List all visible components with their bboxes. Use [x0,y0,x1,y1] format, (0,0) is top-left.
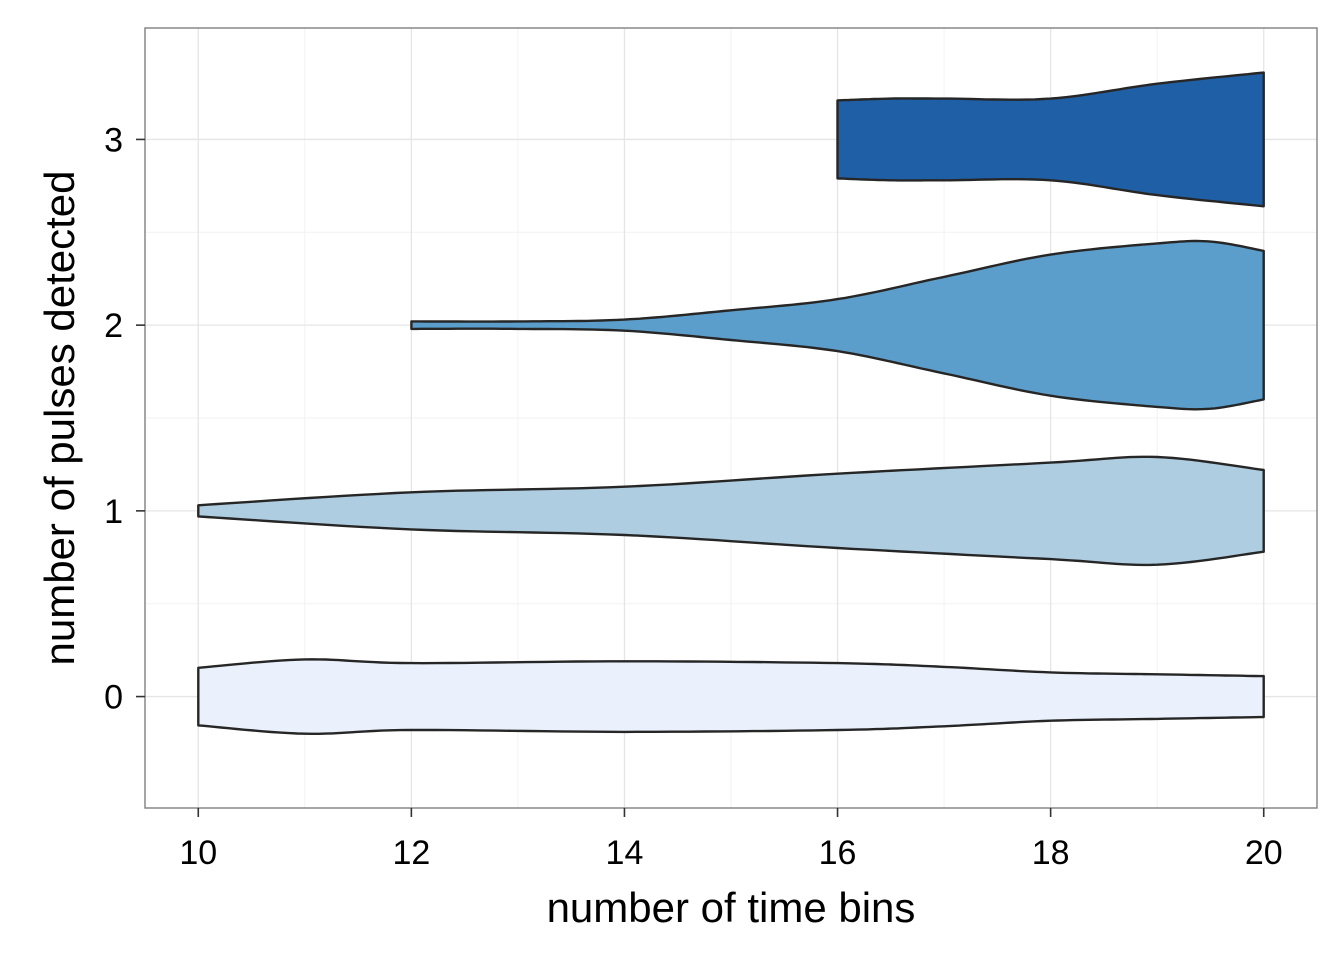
violin-0 [197,658,1265,735]
violin-3 [836,71,1265,208]
violin-1 [197,455,1265,567]
violin-2 [410,239,1265,411]
x-tick-label: 10 [179,834,217,872]
x-tick-label: 14 [606,834,644,872]
x-axis-title: number of time bins [547,884,916,931]
violins [197,71,1265,735]
y-tick-label: 2 [104,307,123,345]
x-tick-label: 20 [1245,834,1283,872]
y-tick-label: 0 [104,679,123,717]
x-tick-label: 12 [392,834,430,872]
y-tick-label: 1 [104,493,123,531]
plot-panel-border [144,27,1318,809]
y-tick-label: 3 [104,121,123,159]
x-tick-label: 16 [819,834,857,872]
x-tick-label: 18 [1032,834,1070,872]
y-axis-title: number of pulses detected [36,171,83,666]
